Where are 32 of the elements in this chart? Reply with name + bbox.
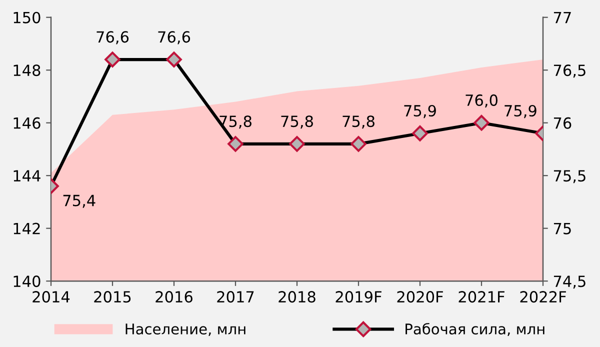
x-tick-label: 2021F: [458, 291, 504, 303]
x-tick-label: 2019F: [336, 291, 382, 303]
y2-tick-label: 75,5: [554, 170, 586, 184]
x-tick-label: 2014: [32, 291, 70, 303]
y2-tick-label: 76: [554, 117, 572, 129]
data-label: 75,9: [504, 104, 536, 118]
x-tick-label: 2020F: [397, 291, 443, 303]
y-tick-label: 140: [14, 276, 40, 288]
data-label: 75,4: [63, 194, 96, 208]
x-tick-label: 2015: [94, 291, 131, 303]
y2-tick-label: 75: [554, 222, 571, 234]
y2-tick-label: 77: [554, 12, 571, 24]
data-label: 76,6: [158, 31, 190, 44]
data-label: 75,8: [342, 116, 374, 129]
legend-label: Население, млн: [126, 324, 246, 336]
data-label: 76,0: [466, 94, 498, 108]
y2-tick-label: 76,5: [554, 64, 586, 78]
y-tick-label: 146: [14, 117, 40, 129]
legend-label: Рабочая сила, млн: [406, 322, 544, 336]
data-label: 75,8: [220, 116, 252, 129]
y-tick-label: 142: [14, 222, 40, 234]
y-tick-label: 150: [14, 12, 40, 24]
y-tick-label: 144: [14, 170, 40, 182]
x-tick-label: 2016: [156, 291, 192, 303]
x-tick-label: 2022F: [520, 291, 566, 303]
y-tick-label: 148: [14, 64, 40, 76]
y2-tick-label: 74,5: [554, 276, 586, 289]
x-tick-label: 2017: [217, 291, 254, 303]
x-tick-label: 2018: [278, 291, 316, 303]
data-label: 76,6: [96, 31, 129, 44]
data-label: 75,9: [404, 104, 436, 118]
data-label: 75,8: [281, 116, 313, 129]
